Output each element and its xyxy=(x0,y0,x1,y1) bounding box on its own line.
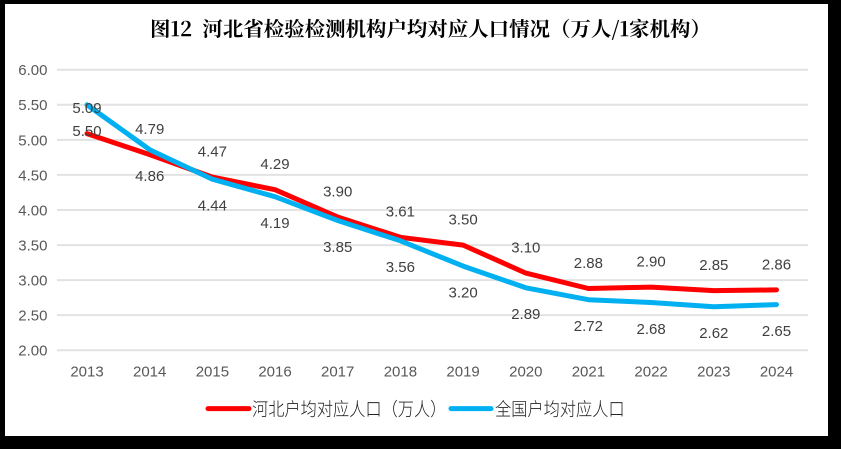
svg-text:2.89: 2.89 xyxy=(511,306,540,323)
svg-text:4.00: 4.00 xyxy=(18,202,47,219)
svg-text:2014: 2014 xyxy=(133,364,166,381)
svg-text:3.90: 3.90 xyxy=(323,183,352,200)
svg-text:2.00: 2.00 xyxy=(18,343,47,360)
svg-text:2013: 2013 xyxy=(70,364,103,381)
svg-text:3.61: 3.61 xyxy=(386,204,415,221)
svg-text:4.29: 4.29 xyxy=(260,156,289,173)
svg-text:2018: 2018 xyxy=(384,364,417,381)
svg-text:5.00: 5.00 xyxy=(18,132,47,149)
svg-text:2.62: 2.62 xyxy=(699,325,728,342)
svg-text:3.50: 3.50 xyxy=(18,237,47,254)
svg-text:6.00: 6.00 xyxy=(18,62,47,79)
svg-text:2020: 2020 xyxy=(509,364,542,381)
svg-text:4.50: 4.50 xyxy=(18,167,47,184)
svg-text:2.85: 2.85 xyxy=(699,257,728,274)
svg-text:3.20: 3.20 xyxy=(448,284,477,301)
svg-text:2022: 2022 xyxy=(634,364,667,381)
svg-text:3.85: 3.85 xyxy=(323,239,352,256)
svg-text:4.79: 4.79 xyxy=(135,121,164,138)
svg-text:5.50: 5.50 xyxy=(18,97,47,114)
svg-text:2017: 2017 xyxy=(321,364,354,381)
svg-text:2.88: 2.88 xyxy=(574,255,603,272)
svg-text:2.90: 2.90 xyxy=(636,254,665,271)
svg-text:2.68: 2.68 xyxy=(636,321,665,338)
svg-text:2023: 2023 xyxy=(697,364,730,381)
svg-text:5.50: 5.50 xyxy=(72,123,101,140)
svg-text:5.09: 5.09 xyxy=(72,100,101,117)
svg-text:3.50: 3.50 xyxy=(448,211,477,228)
svg-text:4.86: 4.86 xyxy=(135,168,164,185)
svg-text:2.50: 2.50 xyxy=(18,308,47,325)
svg-text:4.44: 4.44 xyxy=(198,198,227,215)
svg-text:2.65: 2.65 xyxy=(762,323,791,340)
svg-text:2016: 2016 xyxy=(258,364,291,381)
svg-text:2024: 2024 xyxy=(760,364,793,381)
svg-text:2.72: 2.72 xyxy=(574,318,603,335)
svg-text:2.86: 2.86 xyxy=(762,256,791,273)
svg-text:3.10: 3.10 xyxy=(511,240,540,257)
svg-text:2019: 2019 xyxy=(446,364,479,381)
svg-text:2021: 2021 xyxy=(572,364,605,381)
svg-text:2015: 2015 xyxy=(196,364,229,381)
svg-text:4.19: 4.19 xyxy=(260,215,289,232)
svg-text:3.56: 3.56 xyxy=(386,259,415,276)
svg-text:4.47: 4.47 xyxy=(198,143,227,160)
svg-text:3.00: 3.00 xyxy=(18,273,47,290)
